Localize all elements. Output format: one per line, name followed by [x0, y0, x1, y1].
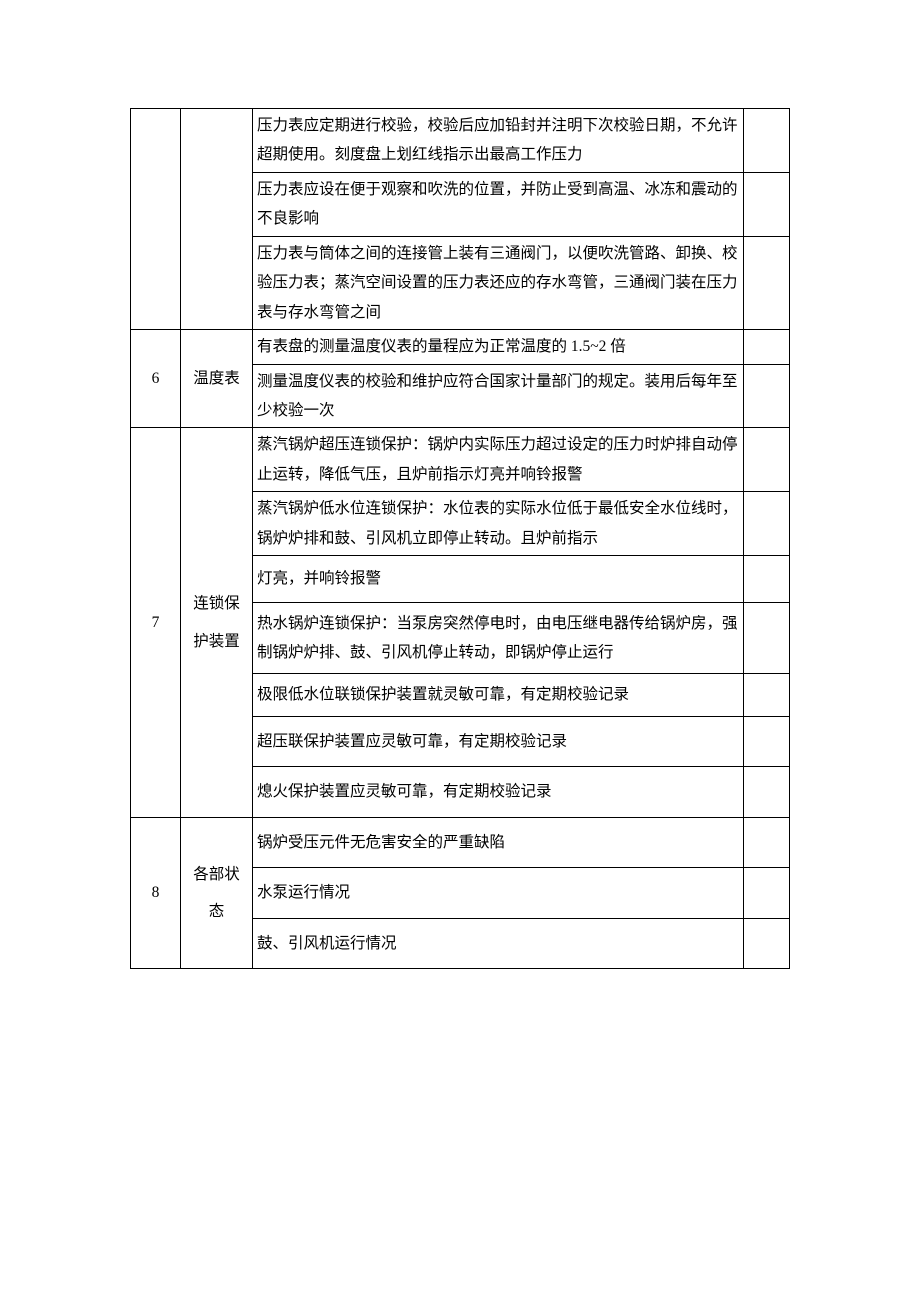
cell-desc: 超压联保护装置应灵敏可靠，有定期校验记录 [253, 716, 744, 766]
cell-desc: 压力表应定期进行校验，校验后应加铅封并注明下次校验日期，不允许超期使用。刻度盘上… [253, 109, 744, 173]
table-row: 8 各部状 态 锅炉受压元件无危害安全的严重缺陷 [131, 817, 790, 867]
cell-empty [744, 602, 790, 674]
inspection-table: 压力表应定期进行校验，校验后应加铅封并注明下次校验日期，不允许超期使用。刻度盘上… [130, 108, 790, 969]
cell-num-8: 8 [131, 817, 181, 968]
cat-7-line2: 护装置 [193, 633, 240, 650]
cell-empty [744, 330, 790, 364]
cell-empty [744, 817, 790, 867]
cell-desc: 测量温度仪表的校验和维护应符合国家计量部门的规定。装用后每年至少校验一次 [253, 364, 744, 428]
cell-empty [744, 364, 790, 428]
cell-cat-8: 各部状 态 [181, 817, 253, 968]
cell-cat-6: 温度表 [181, 330, 253, 428]
cell-empty [744, 716, 790, 766]
cell-desc: 蒸汽锅炉超压连锁保护：锅炉内实际压力超过设定的压力时炉排自动停止运转，降低气压，… [253, 428, 744, 492]
table-row: 压力表应定期进行校验，校验后应加铅封并注明下次校验日期，不允许超期使用。刻度盘上… [131, 109, 790, 173]
cell-desc: 压力表应设在便于观察和吹洗的位置，并防止受到高温、冰冻和震动的不良影响 [253, 172, 744, 236]
cat-7-line1: 连锁保 [193, 595, 240, 612]
cell-empty [744, 428, 790, 492]
table-row: 7 连锁保 护装置 蒸汽锅炉超压连锁保护：锅炉内实际压力超过设定的压力时炉排自动… [131, 428, 790, 492]
cell-desc: 灯亮，并响铃报警 [253, 556, 744, 602]
table-row: 6 温度表 有表盘的测量温度仪表的量程应为正常温度的 1.5~2 倍 [131, 330, 790, 364]
cell-desc: 压力表与筒体之间的连接管上装有三通阀门，以便吹洗管路、卸换、校验压力表；蒸汽空间… [253, 236, 744, 329]
cell-desc: 水泵运行情况 [253, 868, 744, 918]
cell-empty [744, 868, 790, 918]
cell-empty [744, 236, 790, 329]
page-container: 压力表应定期进行校验，校验后应加铅封并注明下次校验日期，不允许超期使用。刻度盘上… [0, 0, 920, 1301]
cat-8-line2: 态 [209, 903, 225, 920]
cell-desc: 有表盘的测量温度仪表的量程应为正常温度的 1.5~2 倍 [253, 330, 744, 364]
cell-empty [744, 172, 790, 236]
cell-empty [744, 492, 790, 556]
cell-desc: 热水锅炉连锁保护：当泵房突然停电时，由电压继电器传给锅炉房，强制锅炉炉排、鼓、引… [253, 602, 744, 674]
cell-num-7: 7 [131, 428, 181, 817]
cell-empty [744, 556, 790, 602]
cell-cat-prev [181, 109, 253, 330]
cell-desc: 蒸汽锅炉低水位连锁保护：水位表的实际水位低于最低安全水位线时，锅炉炉排和鼓、引风… [253, 492, 744, 556]
cell-desc: 锅炉受压元件无危害安全的严重缺陷 [253, 817, 744, 867]
cell-empty [744, 767, 790, 817]
cell-desc: 熄火保护装置应灵敏可靠，有定期校验记录 [253, 767, 744, 817]
cell-empty [744, 674, 790, 716]
cat-8-line1: 各部状 [193, 866, 240, 883]
cell-cat-7: 连锁保 护装置 [181, 428, 253, 817]
cell-empty [744, 109, 790, 173]
cell-desc: 鼓、引风机运行情况 [253, 918, 744, 968]
cell-num-6: 6 [131, 330, 181, 428]
cell-num-prev [131, 109, 181, 330]
cell-empty [744, 918, 790, 968]
cell-desc: 极限低水位联锁保护装置就灵敏可靠，有定期校验记录 [253, 674, 744, 716]
